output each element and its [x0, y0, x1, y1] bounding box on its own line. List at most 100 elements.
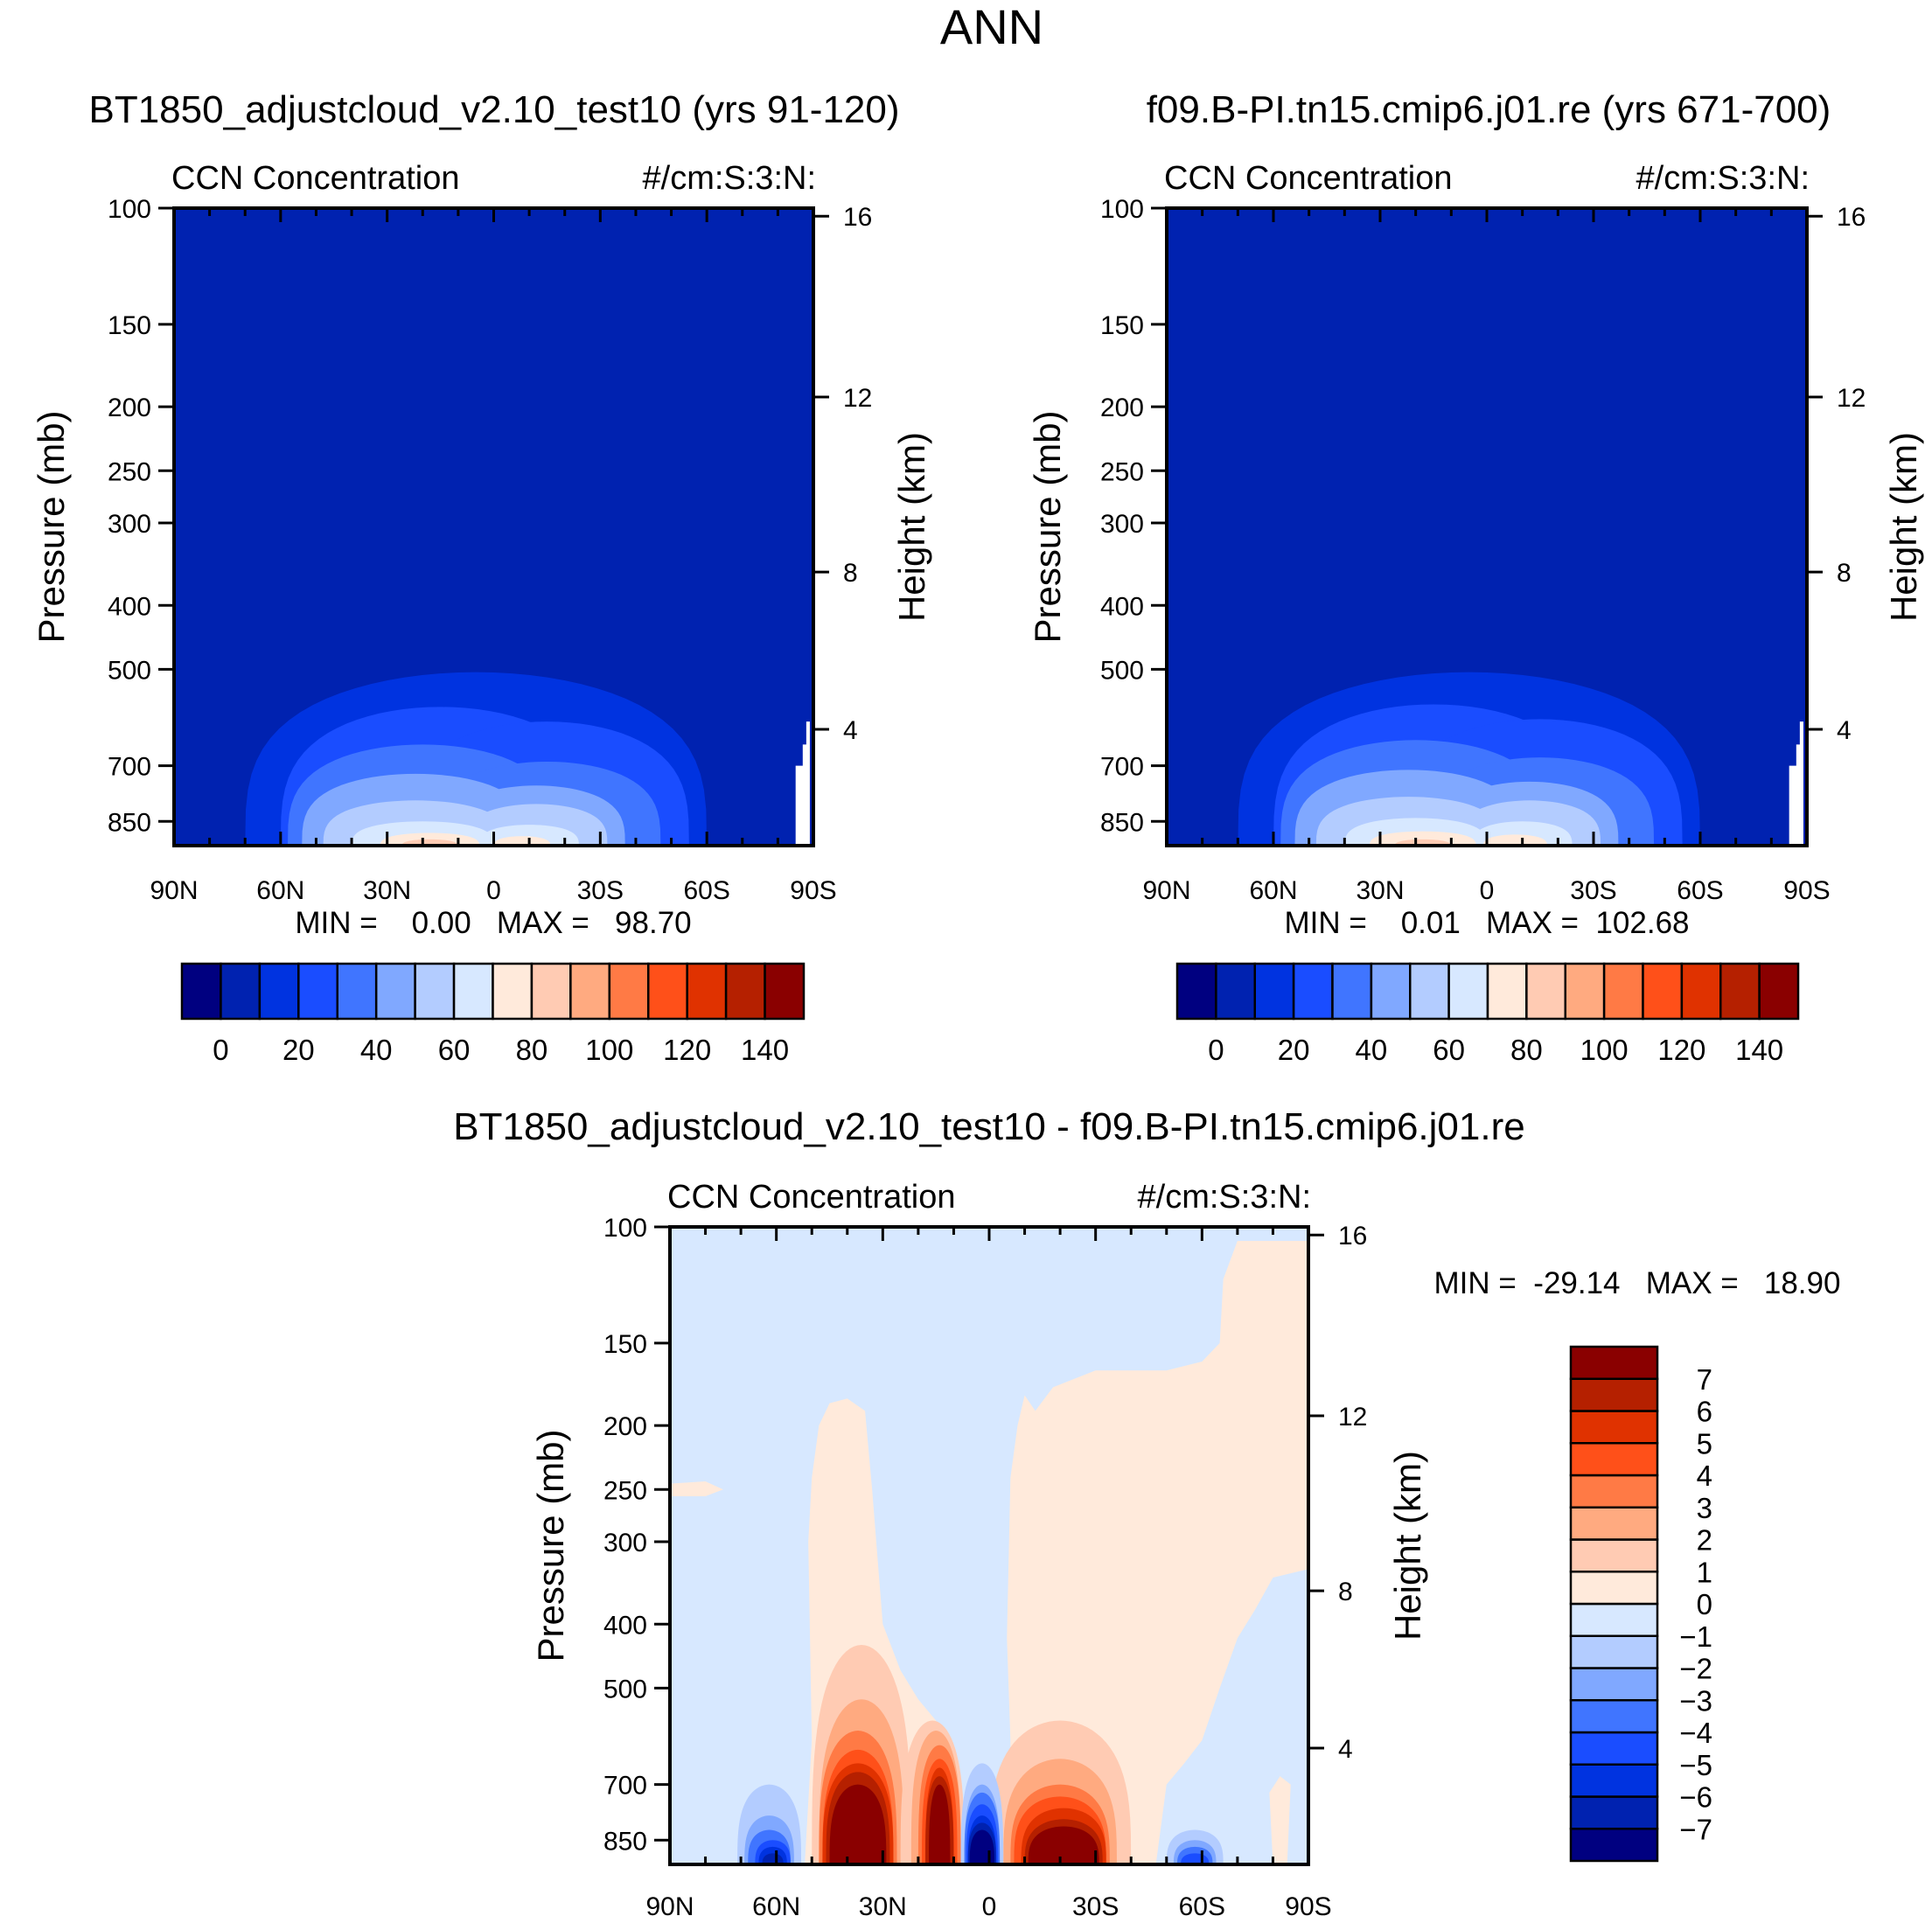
- colorbar-label: −3: [1679, 1684, 1712, 1717]
- colorbar-box: [180, 962, 222, 1021]
- colorbar-label: 0: [1208, 1034, 1224, 1066]
- colorbar-label: −5: [1679, 1749, 1712, 1781]
- colorbar-label: 100: [1580, 1034, 1629, 1066]
- contour-level: [1028, 1826, 1099, 1864]
- colorbar-box: [1525, 962, 1566, 1021]
- y-tick-label: 200: [603, 1412, 647, 1441]
- contour-level: [1369, 831, 1476, 846]
- colorbar-box: [1569, 1377, 1659, 1412]
- x-tick-label: 90N: [150, 876, 198, 905]
- y-right-tick-label: 16: [1338, 1222, 1367, 1251]
- y-tick-label: 250: [108, 457, 151, 486]
- contour-level: [493, 836, 551, 846]
- colorbar-box: [492, 962, 534, 1021]
- contour-region: [670, 1481, 723, 1497]
- colorbar-box: [1569, 1667, 1659, 1702]
- colorbar-label: 100: [585, 1034, 633, 1066]
- y-tick-label: 700: [108, 753, 151, 782]
- y-right-tick-label: 8: [843, 559, 858, 588]
- y-tick-label: 500: [603, 1675, 647, 1704]
- y-right-tick-label: 8: [1338, 1578, 1353, 1606]
- colorbar-box: [1642, 962, 1684, 1021]
- colorbar-label: 4: [1697, 1460, 1712, 1492]
- colorbar-box: [1719, 962, 1761, 1021]
- x-tick-label: 60S: [1179, 1892, 1225, 1921]
- y-tick-label: 300: [108, 510, 151, 539]
- panel-case: BT1850_adjustcloud_v2.10_test10 (yrs 91-…: [31, 88, 932, 1066]
- x-tick-label: 60S: [683, 876, 729, 905]
- x-tick-label: 0: [1480, 876, 1495, 905]
- x-tick-label: 0: [486, 876, 501, 905]
- colorbar-box: [1409, 962, 1450, 1021]
- colorbar-box: [1564, 962, 1606, 1021]
- colorbar-box: [764, 962, 806, 1021]
- y-right-axis-label: Height (km): [1883, 432, 1924, 622]
- colorbar-box: [1569, 1410, 1659, 1445]
- units-label: #/cm:S:3:N:: [643, 160, 817, 197]
- y-tick-label: 850: [108, 808, 151, 837]
- colorbar-box: [1569, 1763, 1659, 1798]
- y-tick-label: 500: [108, 656, 151, 685]
- min-max-label: MIN = 0.00 MAX = 98.70: [295, 906, 691, 940]
- colorbar-label: 60: [1433, 1034, 1465, 1066]
- y-right-tick-label: 12: [843, 384, 872, 413]
- x-tick-label: 90N: [1142, 876, 1190, 905]
- colorbar-box: [530, 962, 572, 1021]
- y-tick-label: 850: [603, 1827, 647, 1856]
- x-tick-label: 30S: [1072, 1892, 1119, 1921]
- colorbar-box: [1253, 962, 1295, 1021]
- y-right-tick-label: 8: [1837, 559, 1852, 588]
- x-tick-label: 30S: [577, 876, 624, 905]
- x-tick-label: 90S: [790, 876, 836, 905]
- contour-level: [1483, 834, 1548, 846]
- colorbar-box: [1569, 1506, 1659, 1541]
- colorbar-label: 80: [516, 1034, 548, 1066]
- colorbar-box: [336, 962, 378, 1021]
- y-tick-label: 100: [603, 1214, 647, 1243]
- colorbar-box: [1447, 962, 1489, 1021]
- colorbar-box: [1175, 962, 1217, 1021]
- y-right-tick-label: 4: [843, 716, 858, 745]
- contour-field: [670, 1227, 1308, 1864]
- colorbar-box: [258, 962, 300, 1021]
- colorbar-label: 40: [1356, 1034, 1388, 1066]
- colorbar-box: [1569, 1634, 1659, 1669]
- y-tick-label: 400: [603, 1611, 647, 1640]
- contour-field: [1167, 208, 1807, 846]
- y-tick-label: 150: [603, 1330, 647, 1359]
- colorbar-box: [1569, 1442, 1659, 1477]
- colorbar-box: [1331, 962, 1373, 1021]
- y-right-axis-label: Height (km): [891, 432, 932, 622]
- y-tick-label: 400: [108, 592, 151, 621]
- colorbar-label: −6: [1679, 1781, 1712, 1814]
- x-tick-label: 90S: [1285, 1892, 1331, 1921]
- variable-label: CCN Concentration: [171, 160, 459, 197]
- x-tick-label: 30N: [859, 1892, 907, 1921]
- panel-title: BT1850_adjustcloud_v2.10_test10 - f09.B-…: [453, 1105, 1524, 1148]
- colorbar-box: [1569, 1345, 1659, 1380]
- contour-region: [1007, 1240, 1308, 1864]
- colorbar-label: 80: [1510, 1034, 1543, 1066]
- colorbar-box: [1569, 1795, 1659, 1830]
- colorbar-label: −7: [1679, 1813, 1712, 1845]
- colorbar-box: [1292, 962, 1334, 1021]
- colorbar-box: [297, 962, 338, 1021]
- x-tick-label: 30N: [1356, 876, 1404, 905]
- y-tick-label: 300: [603, 1529, 647, 1557]
- y-tick-label: 250: [603, 1476, 647, 1505]
- y-right-tick-label: 12: [1338, 1403, 1367, 1432]
- x-tick-label: 90N: [645, 1892, 694, 1921]
- colorbar-box: [1569, 1571, 1659, 1606]
- colorbar-box: [647, 962, 688, 1021]
- colorbar-label: −2: [1679, 1653, 1712, 1685]
- colorbar-box: [1569, 1474, 1659, 1508]
- y-tick-label: 300: [1100, 510, 1144, 539]
- panel-title: BT1850_adjustcloud_v2.10_test10 (yrs 91-…: [88, 88, 899, 131]
- colorbar-box: [1602, 962, 1644, 1021]
- contour-level: [929, 1784, 951, 1864]
- min-max-label: MIN = 0.01 MAX = 102.68: [1284, 906, 1689, 940]
- y-right-tick-label: 4: [1338, 1735, 1353, 1764]
- colorbar-label: 0: [213, 1034, 228, 1066]
- colorbar-box: [414, 962, 456, 1021]
- x-tick-label: 30S: [1570, 876, 1616, 905]
